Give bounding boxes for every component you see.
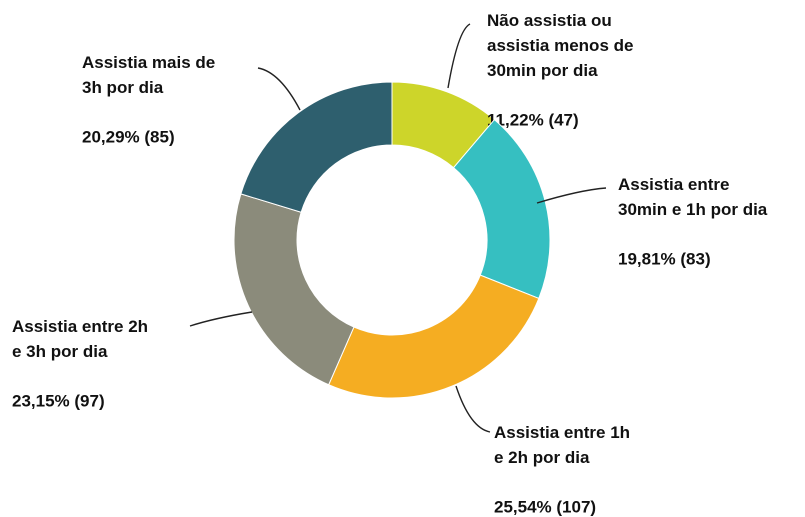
donut-slice [240, 81, 393, 213]
slice-label: Não assistia ou assistia menos de 30min po… [487, 11, 633, 80]
slice-label-line: Assistia mais de [82, 53, 215, 72]
slice-label: Assistia entre 30min e 1h por dia [618, 175, 768, 219]
slice-label-line: 30min por dia [487, 61, 598, 80]
slice-label-line: e 3h por dia [12, 342, 108, 361]
slice-label-line: 30min e 1h por dia [618, 200, 768, 219]
slice-label: Assistia entre 2h e 3h por dia [12, 317, 148, 361]
slice-label: Assistia entre 1h e 2h por dia [494, 423, 630, 467]
leader-line [257, 67, 301, 111]
donut-slice [328, 274, 540, 399]
donut-slice [233, 193, 355, 386]
slice-label-line: Não assistia ou [487, 11, 612, 30]
leader-line [189, 311, 253, 327]
leader-line [447, 23, 471, 89]
value-label: 19,81% (83) [618, 249, 711, 268]
slice-label-line: 3h por dia [82, 78, 164, 97]
value-label: 11,22% (47) [487, 110, 579, 129]
slice-label: Assistia mais de 3h por dia [82, 53, 215, 97]
slice-label-line: Assistia entre 1h [494, 423, 630, 442]
leader-line [455, 385, 491, 433]
slice-label-line: assistia menos de [487, 36, 633, 55]
value-label: 23,15% (97) [12, 391, 105, 410]
slice-label-line: Assistia entre 2h [12, 317, 148, 336]
value-label: 25,54% (107) [494, 497, 596, 516]
value-label: 20,29% (85) [82, 127, 175, 146]
slice-label-line: e 2h por dia [494, 448, 590, 467]
slice-label-line: Assistia entre [618, 175, 730, 194]
leader-line [536, 187, 607, 204]
